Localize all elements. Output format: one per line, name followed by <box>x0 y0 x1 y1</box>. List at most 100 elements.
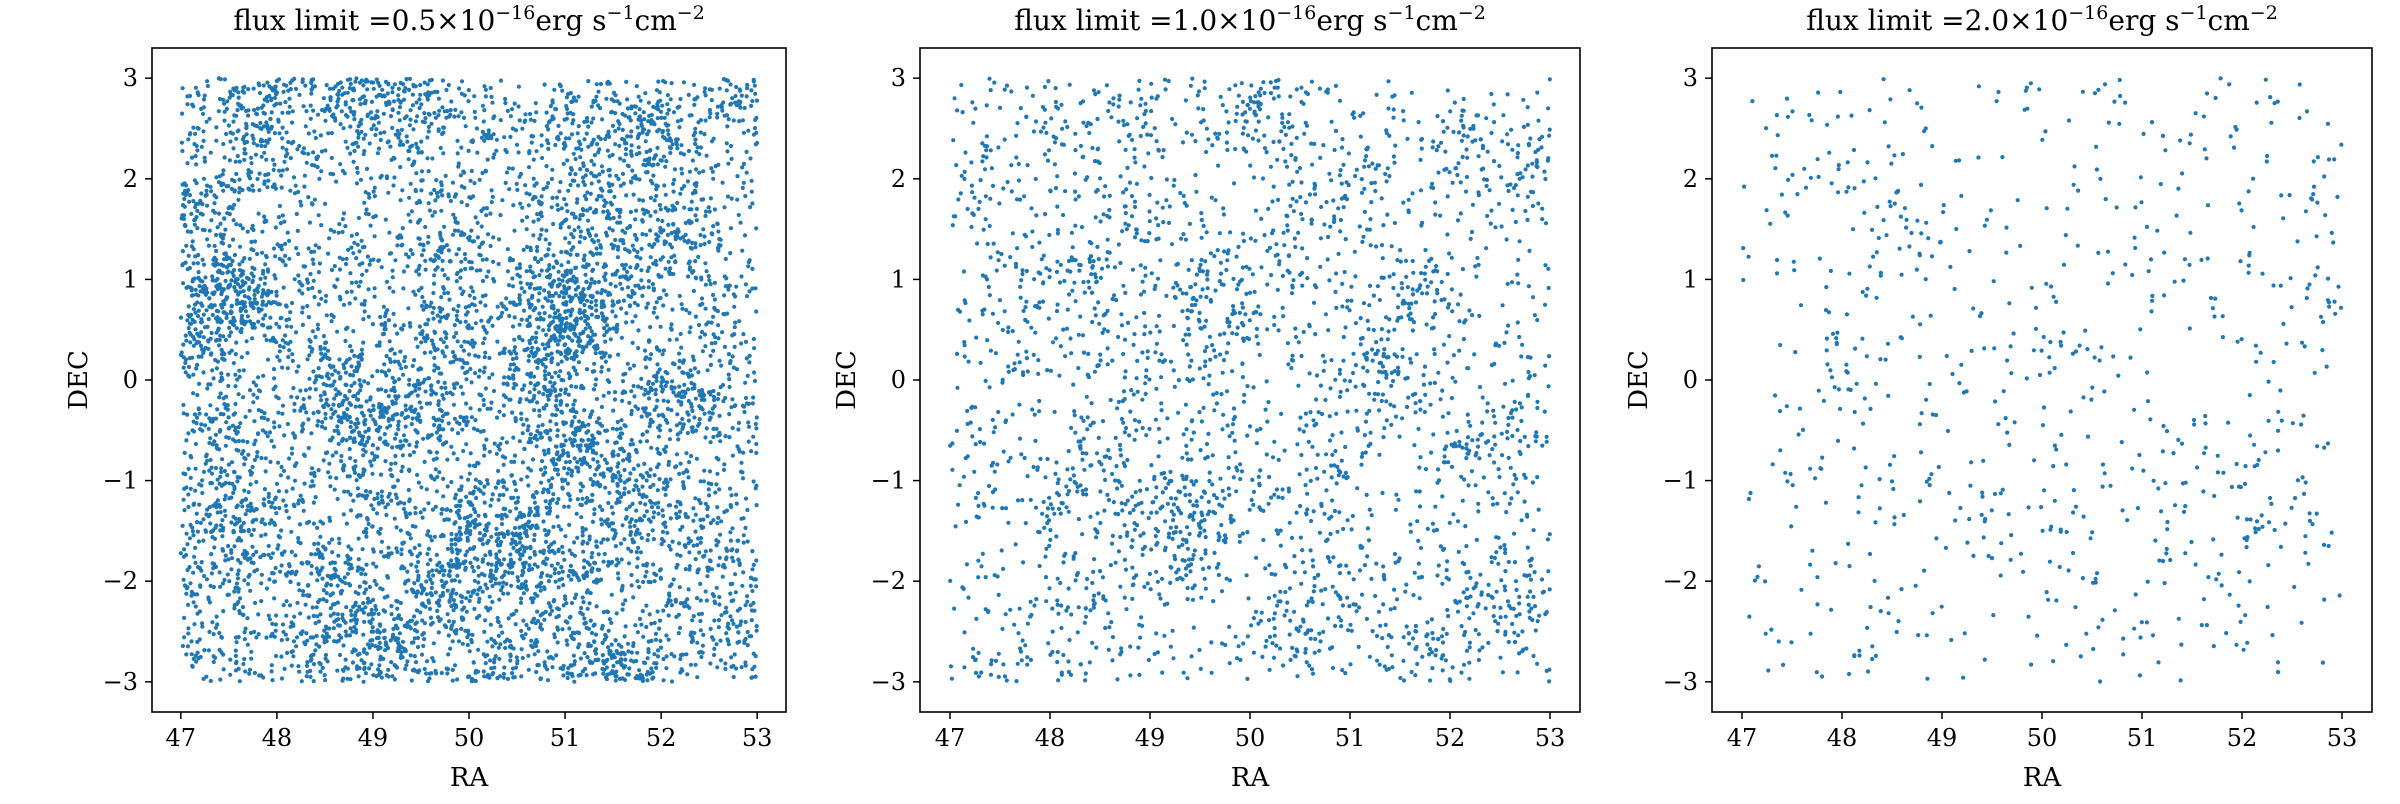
scatter-point <box>480 542 485 547</box>
scatter-point <box>472 181 477 186</box>
scatter-point <box>429 383 434 388</box>
scatter-point <box>279 637 284 643</box>
scatter-point <box>351 329 356 334</box>
scatter-point <box>274 481 280 486</box>
scatter-point <box>343 224 348 229</box>
scatter-point <box>544 505 549 510</box>
scatter-point <box>243 512 248 517</box>
scatter-point <box>241 439 246 444</box>
scatter-point <box>262 552 267 558</box>
scatter-point <box>202 648 207 653</box>
scatter-point <box>484 437 489 442</box>
scatter-point <box>280 213 285 218</box>
scatter-point <box>365 254 370 259</box>
scatter-point <box>563 136 569 141</box>
scatter-point <box>540 155 545 161</box>
scatter-point <box>528 282 534 287</box>
scatter-point <box>395 243 400 248</box>
scatter-point <box>363 671 368 676</box>
scatter-point <box>357 441 363 446</box>
scatter-point <box>390 90 395 95</box>
scatter-point <box>652 652 657 657</box>
scatter-point <box>711 388 716 394</box>
scatter-point <box>207 629 212 635</box>
scatter-point <box>471 569 476 574</box>
scatter-point <box>420 178 425 183</box>
scatter-point <box>746 128 751 133</box>
scatter-point <box>545 556 550 561</box>
scatter-point <box>547 549 552 555</box>
scatter-point <box>282 666 287 672</box>
scatter-point <box>498 78 504 83</box>
scatter-point <box>648 467 653 472</box>
scatter-point <box>692 102 697 107</box>
scatter-point <box>588 281 593 286</box>
scatter-point <box>567 626 572 631</box>
scatter-point <box>481 119 486 124</box>
scatter-point <box>327 461 332 466</box>
scatter-point <box>754 503 759 508</box>
scatter-point <box>663 266 668 271</box>
scatter-point <box>606 129 611 134</box>
scatter-point <box>412 358 417 363</box>
scatter-point <box>557 338 562 343</box>
scatter-point <box>669 230 674 236</box>
scatter-point <box>287 238 292 243</box>
scatter-point <box>667 437 673 442</box>
scatter-point <box>600 507 605 513</box>
scatter-point <box>399 366 404 371</box>
scatter-point <box>459 484 464 489</box>
scatter-point <box>181 342 186 347</box>
scatter-point <box>703 501 708 506</box>
scatter-point <box>325 348 331 353</box>
scatter-point <box>280 125 285 130</box>
scatter-point <box>257 188 262 193</box>
scatter-point <box>618 473 623 478</box>
scatter-point <box>520 218 525 223</box>
scatter-point <box>574 511 579 516</box>
scatter-point <box>423 116 428 121</box>
scatter-point <box>207 512 212 517</box>
scatter-point <box>551 265 556 270</box>
scatter-point <box>279 173 284 178</box>
scatter-point <box>210 620 215 625</box>
scatter-point <box>661 513 666 519</box>
scatter-point <box>181 577 186 582</box>
scatter-point <box>377 340 382 345</box>
scatter-point <box>498 642 503 647</box>
scatter-point <box>515 187 520 192</box>
scatter-point <box>476 374 481 379</box>
scatter-point <box>625 134 630 139</box>
scatter-point <box>631 466 636 471</box>
scatter-point <box>212 303 217 308</box>
scatter-point <box>412 581 417 586</box>
scatter-point <box>433 267 438 272</box>
scatter-point <box>691 288 697 294</box>
scatter-point <box>390 85 395 90</box>
scatter-point <box>206 339 211 344</box>
scatter-point <box>462 252 467 257</box>
scatter-point <box>671 189 676 194</box>
scatter-point <box>315 547 320 552</box>
scatter-point <box>579 605 584 611</box>
scatter-point <box>485 639 490 644</box>
scatter-point <box>572 398 578 403</box>
scatter-point <box>699 197 704 202</box>
scatter-point <box>677 509 683 514</box>
scatter-point <box>709 166 714 171</box>
scatter-point <box>394 495 399 500</box>
scatter-point <box>491 235 496 240</box>
scatter-point <box>227 158 232 163</box>
scatter-point <box>508 653 513 659</box>
scatter-point <box>681 470 686 475</box>
scatter-point <box>240 259 245 264</box>
scatter-point <box>687 330 692 335</box>
scatter-point <box>563 460 569 465</box>
scatter-point <box>324 373 329 379</box>
scatter-point <box>329 155 334 161</box>
scatter-point <box>698 598 703 603</box>
scatter-point <box>426 501 431 506</box>
scatter-point <box>285 366 290 371</box>
scatter-point <box>319 169 324 174</box>
scatter-point <box>315 165 320 170</box>
